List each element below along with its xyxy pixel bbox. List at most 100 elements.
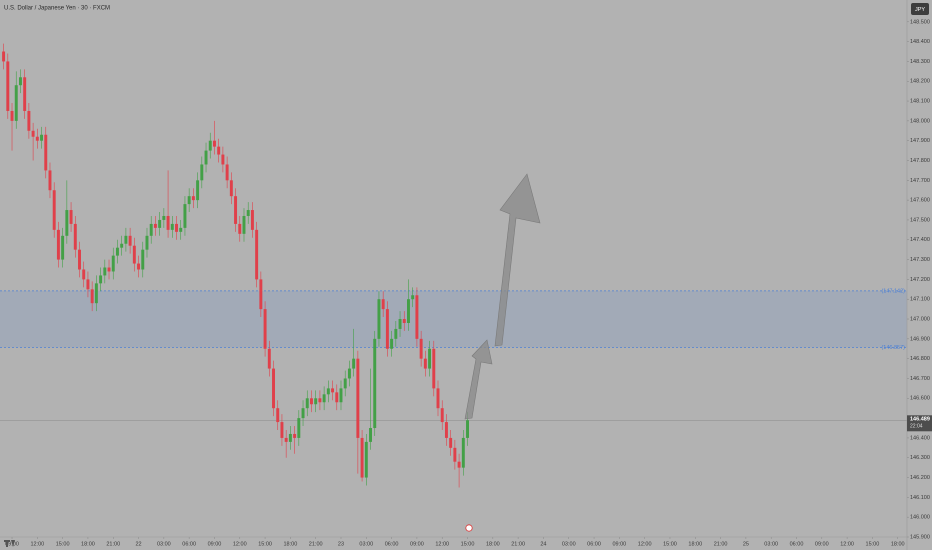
y-tick-label: 146.400 <box>910 435 930 441</box>
candle-body <box>305 398 309 409</box>
candle-body <box>301 408 305 419</box>
y-tick-label: 148.200 <box>910 79 930 85</box>
candle-body <box>347 368 351 379</box>
projection-arrow <box>494 173 541 347</box>
candle-body <box>373 338 377 429</box>
candle-body <box>390 338 394 349</box>
candle-body <box>381 299 385 310</box>
x-tick-label: 09:00 <box>815 541 829 547</box>
candle-body <box>432 348 436 389</box>
candle-body <box>419 338 423 359</box>
candle-body <box>132 245 136 264</box>
x-tick-label: 18:00 <box>688 541 702 547</box>
candle-body <box>466 420 469 438</box>
candle-body <box>175 223 178 232</box>
x-tick-label: 06:00 <box>182 541 196 547</box>
x-tick-label: 15:00 <box>258 541 272 547</box>
candle-body <box>115 247 119 256</box>
event-icon[interactable] <box>465 524 473 532</box>
x-tick-label: 03:00 <box>562 541 576 547</box>
candle-body <box>196 180 200 201</box>
candle-body <box>457 461 461 468</box>
zone <box>0 290 907 348</box>
zone-label: (147.142) <box>881 288 905 294</box>
candle-body <box>124 235 128 244</box>
candle-body <box>2 51 6 62</box>
candle-body <box>212 140 216 147</box>
candle-body <box>65 210 69 236</box>
x-tick-label: 24 <box>540 541 546 547</box>
candle-body <box>48 170 52 191</box>
candle-body <box>18 77 22 86</box>
candle-body <box>402 319 406 323</box>
candle-body <box>242 215 246 234</box>
x-tick-label: 15:00 <box>663 541 677 547</box>
x-tick-label: 06:00 <box>587 541 601 547</box>
x-tick-label: 18:00 <box>891 541 905 547</box>
y-tick-label: 147.800 <box>910 158 930 164</box>
chart-title: U.S. Dollar / Japanese Yen · 30 · FXCM <box>4 6 110 12</box>
candle-body <box>272 368 275 409</box>
candle-body <box>40 134 44 141</box>
x-tick-label: 15:00 <box>866 541 880 547</box>
x-tick-label: 25 <box>743 541 749 547</box>
candle-body <box>78 249 81 270</box>
candle-body <box>331 388 335 393</box>
candle-body <box>179 227 183 232</box>
y-tick-label: 147.000 <box>910 316 930 322</box>
candle-body <box>284 437 288 442</box>
candle-body <box>183 204 187 228</box>
currency-button[interactable] <box>911 3 929 15</box>
x-tick-label: 18:00 <box>284 541 298 547</box>
candle-body <box>137 263 141 270</box>
candle-body <box>82 269 86 280</box>
candle-body <box>90 289 94 304</box>
candle-body <box>309 398 313 405</box>
price-badge-label: 146.489 <box>910 417 930 423</box>
y-tick-label: 148.000 <box>910 118 930 124</box>
candle-body <box>339 388 343 403</box>
candle-body <box>225 164 229 181</box>
candle-body <box>293 433 297 438</box>
candle-body <box>170 223 174 230</box>
countdown-label: 22:04 <box>910 424 923 430</box>
candle-body <box>128 235 132 246</box>
candle-body <box>314 398 318 405</box>
candle-body <box>103 267 107 276</box>
candle-body <box>326 388 330 395</box>
candle-body <box>111 255 115 272</box>
x-tick-label: 21:00 <box>106 541 120 547</box>
y-tick-label: 147.400 <box>910 237 930 243</box>
projection-arrow <box>464 339 493 420</box>
x-tick-label: 12:00 <box>233 541 247 547</box>
candle-body <box>52 190 56 230</box>
y-tick-label: 148.500 <box>910 19 930 25</box>
candle-body <box>250 210 254 230</box>
x-tick-label: 09:00 <box>208 541 222 547</box>
candle-body <box>35 136 39 141</box>
y-tick-label: 148.400 <box>910 39 930 45</box>
candle-body <box>145 235 149 250</box>
y-tick-label: 146.600 <box>910 396 930 402</box>
x-tick-label: 12:00 <box>30 541 44 547</box>
x-tick-label: 23 <box>338 541 344 547</box>
x-tick-label: 12:00 <box>638 541 652 547</box>
candle-body <box>356 358 360 438</box>
candle-body <box>385 309 389 349</box>
y-tick-label: 145.900 <box>910 534 930 540</box>
candle-body <box>217 146 221 155</box>
currency-label[interactable]: JPY <box>915 7 925 13</box>
candle-body <box>423 358 427 369</box>
candle-body <box>86 279 90 290</box>
candle-body <box>377 299 381 339</box>
candle-body <box>149 223 153 236</box>
y-tick-label: 147.200 <box>910 277 930 283</box>
x-tick-label: 21:00 <box>511 541 525 547</box>
candle-body <box>428 348 432 369</box>
y-tick-label: 147.100 <box>910 297 930 303</box>
candle-body <box>364 441 368 478</box>
candle-body <box>436 388 440 409</box>
x-tick-label: 15:00 <box>56 541 70 547</box>
